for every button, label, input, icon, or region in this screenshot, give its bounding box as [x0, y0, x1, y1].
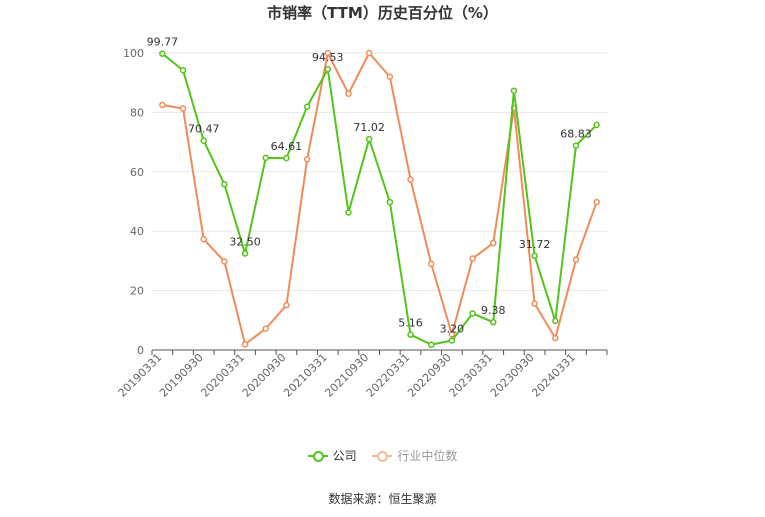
legend-swatch-industry-median [372, 450, 393, 462]
data-label: 68.83 [560, 128, 592, 141]
data-point-industry-median [552, 334, 559, 342]
data-point-industry-median [365, 49, 373, 57]
data-point-industry-median [324, 49, 332, 57]
chart-title: 市销率（TTM）历史百分位（%） [267, 4, 498, 22]
x-tick-label: 20200331 [198, 351, 247, 400]
data-label: 70.47 [188, 123, 220, 136]
series-line-company [161, 52, 598, 346]
data-label: 71.02 [353, 121, 385, 134]
data-point-company [552, 317, 559, 325]
data-point-industry-median [283, 301, 290, 309]
legend-swatch-company [307, 450, 328, 462]
data-point-industry-median [427, 260, 435, 268]
data-point-company [448, 337, 456, 344]
data-point-industry-median [345, 90, 352, 97]
chart-legend: 公司 行业中位数 [0, 447, 765, 464]
legend-item-industry-median[interactable]: 行业中位数 [372, 447, 457, 464]
data-point-industry-median [179, 105, 187, 112]
data-point-company [179, 66, 187, 74]
x-tick-label: 20220331 [364, 351, 413, 400]
data-point-industry-median [407, 176, 414, 183]
data-point-industry-median [448, 331, 456, 338]
x-tick-label: 20230331 [447, 351, 496, 400]
data-point-company [427, 341, 435, 348]
x-tick-label: 20220930 [405, 351, 454, 400]
data-point-company [324, 65, 332, 73]
data-point-industry-median [241, 341, 249, 348]
data-point-industry-median [469, 255, 476, 262]
data-label: 99.77 [147, 36, 179, 49]
data-point-industry-median [593, 198, 600, 206]
data-label: 64.61 [271, 140, 303, 153]
x-tick-label: 20240331 [529, 351, 578, 400]
data-point-company [345, 209, 352, 216]
data-label: 9.38 [481, 304, 506, 317]
data-point-company [469, 310, 476, 317]
data-point-industry-median [572, 256, 580, 263]
data-point-company [241, 250, 249, 257]
data-label: 94.53 [312, 51, 344, 64]
data-point-industry-median [200, 235, 207, 243]
data-label: 32.50 [229, 235, 261, 248]
legend-label-industry-median: 行业中位数 [397, 449, 458, 463]
data-point-company [572, 142, 580, 149]
x-tick-label: 20210930 [322, 351, 371, 400]
data-label: 31.72 [519, 238, 551, 251]
y-tick-label: 60 [130, 166, 144, 179]
x-tick-label: 20210331 [281, 351, 330, 400]
x-tick-label: 20190930 [157, 351, 206, 400]
data-point-company [159, 50, 166, 57]
data-point-industry-median [221, 258, 228, 265]
y-tick-label: 80 [130, 106, 144, 119]
x-tick-label: 20190331 [116, 351, 165, 400]
x-tick-label: 20200930 [240, 351, 289, 400]
x-tick-label: 20230930 [488, 351, 537, 400]
data-label: 5.16 [398, 317, 423, 330]
data-point-company [303, 103, 311, 111]
data-point-company [386, 198, 394, 206]
data-point-company [490, 318, 497, 326]
data-source: 数据来源：恒生聚源 [328, 492, 437, 506]
data-point-company [200, 137, 207, 144]
data-point-industry-median [262, 325, 269, 332]
data-point-company [510, 87, 518, 94]
y-tick-label: 20 [130, 285, 144, 298]
legend-label-company: 公司 [332, 449, 357, 463]
data-point-company [283, 154, 290, 162]
y-tick-label: 100 [123, 47, 144, 60]
data-point-industry-median [531, 300, 538, 307]
legend-item-company[interactable]: 公司 [307, 447, 357, 464]
data-point-company [262, 154, 269, 162]
y-tick-label: 0 [137, 344, 144, 357]
series-line-industry-median [162, 52, 598, 346]
data-point-company [407, 331, 414, 338]
data-point-company [531, 252, 538, 260]
data-point-industry-median [386, 73, 394, 81]
y-tick-label: 40 [130, 225, 144, 238]
data-point-industry-median [303, 156, 311, 163]
data-point-company [365, 135, 373, 143]
data-point-company [593, 121, 600, 129]
data-label: 3.20 [440, 322, 465, 335]
data-point-industry-median [490, 239, 497, 247]
data-point-company [221, 181, 228, 188]
data-point-industry-median [159, 101, 166, 109]
